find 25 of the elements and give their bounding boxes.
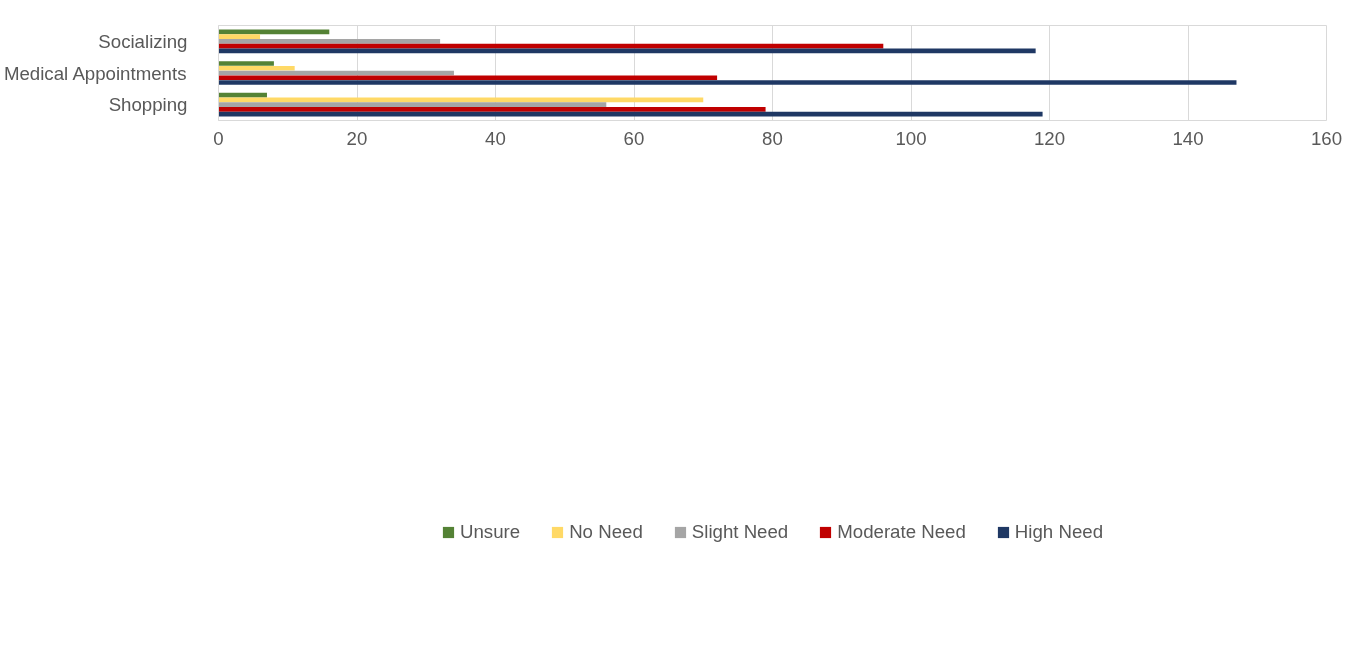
bar (218, 34, 261, 39)
x-tick-label: 60 (623, 127, 645, 149)
legend-label: Slight Need (691, 520, 789, 543)
y-tick-label: Medical Appointments (3, 62, 187, 84)
x-tick-label: 80 (762, 127, 783, 149)
x-tick-label: 0 (213, 127, 224, 149)
x-tick-label: 100 (895, 127, 927, 149)
bar (218, 80, 1237, 85)
legend-label: High Need (1014, 520, 1104, 543)
bar (218, 107, 766, 112)
x-tick-label: 160 (1310, 127, 1343, 149)
x-tick-label: 140 (1172, 127, 1204, 149)
bar (218, 61, 274, 66)
x-tick-label: 120 (1033, 127, 1066, 149)
bar (218, 39, 441, 44)
y-tick-label: Shopping (108, 94, 188, 116)
legend-label: Unsure (459, 520, 521, 543)
x-tick-label: 40 (485, 127, 506, 149)
x-tick-label: 20 (346, 127, 368, 149)
bar (218, 65, 295, 71)
legend-label: Moderate Need (837, 520, 966, 543)
y-tick-label: Socializing (98, 30, 188, 52)
bar (218, 75, 718, 81)
legend-label: No Need (569, 520, 643, 543)
bar (218, 102, 607, 107)
